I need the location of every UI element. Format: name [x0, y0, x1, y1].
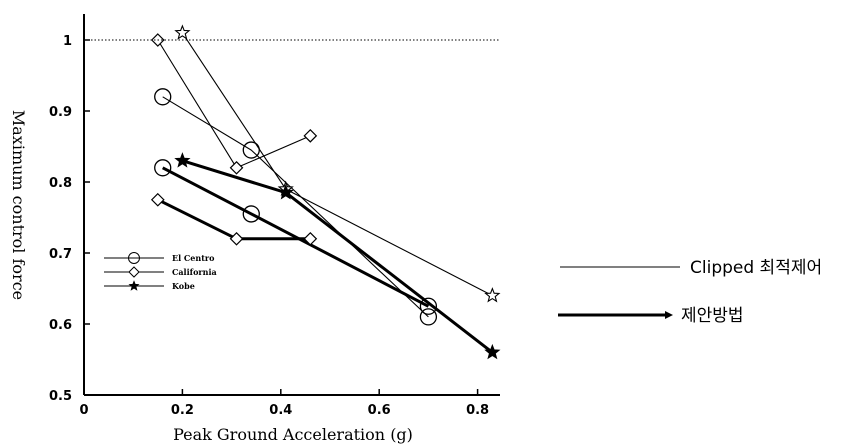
series-layer — [157, 32, 494, 354]
point-clipped-el-centro — [154, 88, 172, 106]
series-line-proposed-el-centro — [162, 166, 430, 308]
legend-label-kobe: Kobe — [172, 281, 195, 291]
method-legend-label-clipped: Clipped 최적제어 — [690, 258, 822, 278]
legend-label-el-centro: El Centro — [172, 253, 215, 263]
x-axis-title: Peak Ground Acceleration (g) — [173, 425, 413, 444]
x-tick-label: 0.4 — [269, 403, 292, 418]
series-line-proposed-kobe — [181, 159, 494, 354]
y-tick-label: 0.5 — [49, 389, 72, 404]
x-tick-label: 0.6 — [368, 403, 391, 418]
y-tick-label: 0.9 — [49, 105, 72, 120]
x-tick-label: 0.2 — [171, 403, 194, 418]
x-tick-label: 0 — [79, 403, 88, 418]
x-ticks: 0 0.2 0.4 0.6 0.8 — [79, 389, 489, 418]
point-proposed-el-centro — [154, 159, 172, 177]
point-clipped-el-centro — [419, 308, 438, 326]
y-tick-label: 0.8 — [49, 176, 72, 191]
point-clipped-kobe — [174, 24, 191, 40]
point-proposed-el-centro — [242, 205, 260, 223]
point-proposed-california — [303, 231, 318, 246]
y-axis-title: Maximum control force — [9, 110, 28, 300]
series-line-clipped-kobe — [181, 32, 493, 297]
point-proposed-kobe — [174, 152, 191, 168]
legend-label-california: California — [172, 267, 217, 277]
point-clipped-kobe — [484, 287, 501, 303]
plot-frame — [83, 14, 500, 396]
point-proposed-california — [150, 192, 165, 207]
legend-star-marker — [128, 280, 140, 291]
x-tick-label: 0.8 — [466, 403, 489, 418]
inset-legend: El Centro California Kobe — [104, 252, 217, 291]
point-proposed-california — [229, 231, 244, 246]
y-tick-label: 0.6 — [49, 318, 72, 333]
point-proposed-kobe — [277, 184, 294, 200]
method-legend-arrowhead — [665, 311, 673, 319]
marker-layer — [150, 24, 501, 360]
point-proposed-kobe — [484, 343, 501, 360]
legend-circle-marker — [128, 252, 140, 264]
point-proposed-el-centro — [419, 297, 438, 315]
y-tick-label: 1 — [63, 34, 72, 49]
y-tick-label: 0.7 — [49, 247, 72, 262]
point-clipped-california — [303, 129, 318, 143]
point-clipped-california — [229, 160, 244, 175]
point-clipped-el-centro — [242, 141, 260, 159]
series-line-clipped-el-centro — [162, 96, 429, 318]
series-line-clipped-california — [157, 39, 311, 169]
legend-diamond-marker — [128, 266, 140, 278]
method-legend-label-proposed: 제안방법 — [681, 306, 744, 326]
method-legend: Clipped 최적제어 제안방법 — [558, 258, 822, 326]
y-ticks: 0.5 0.6 0.7 0.8 0.9 1 — [49, 34, 90, 404]
